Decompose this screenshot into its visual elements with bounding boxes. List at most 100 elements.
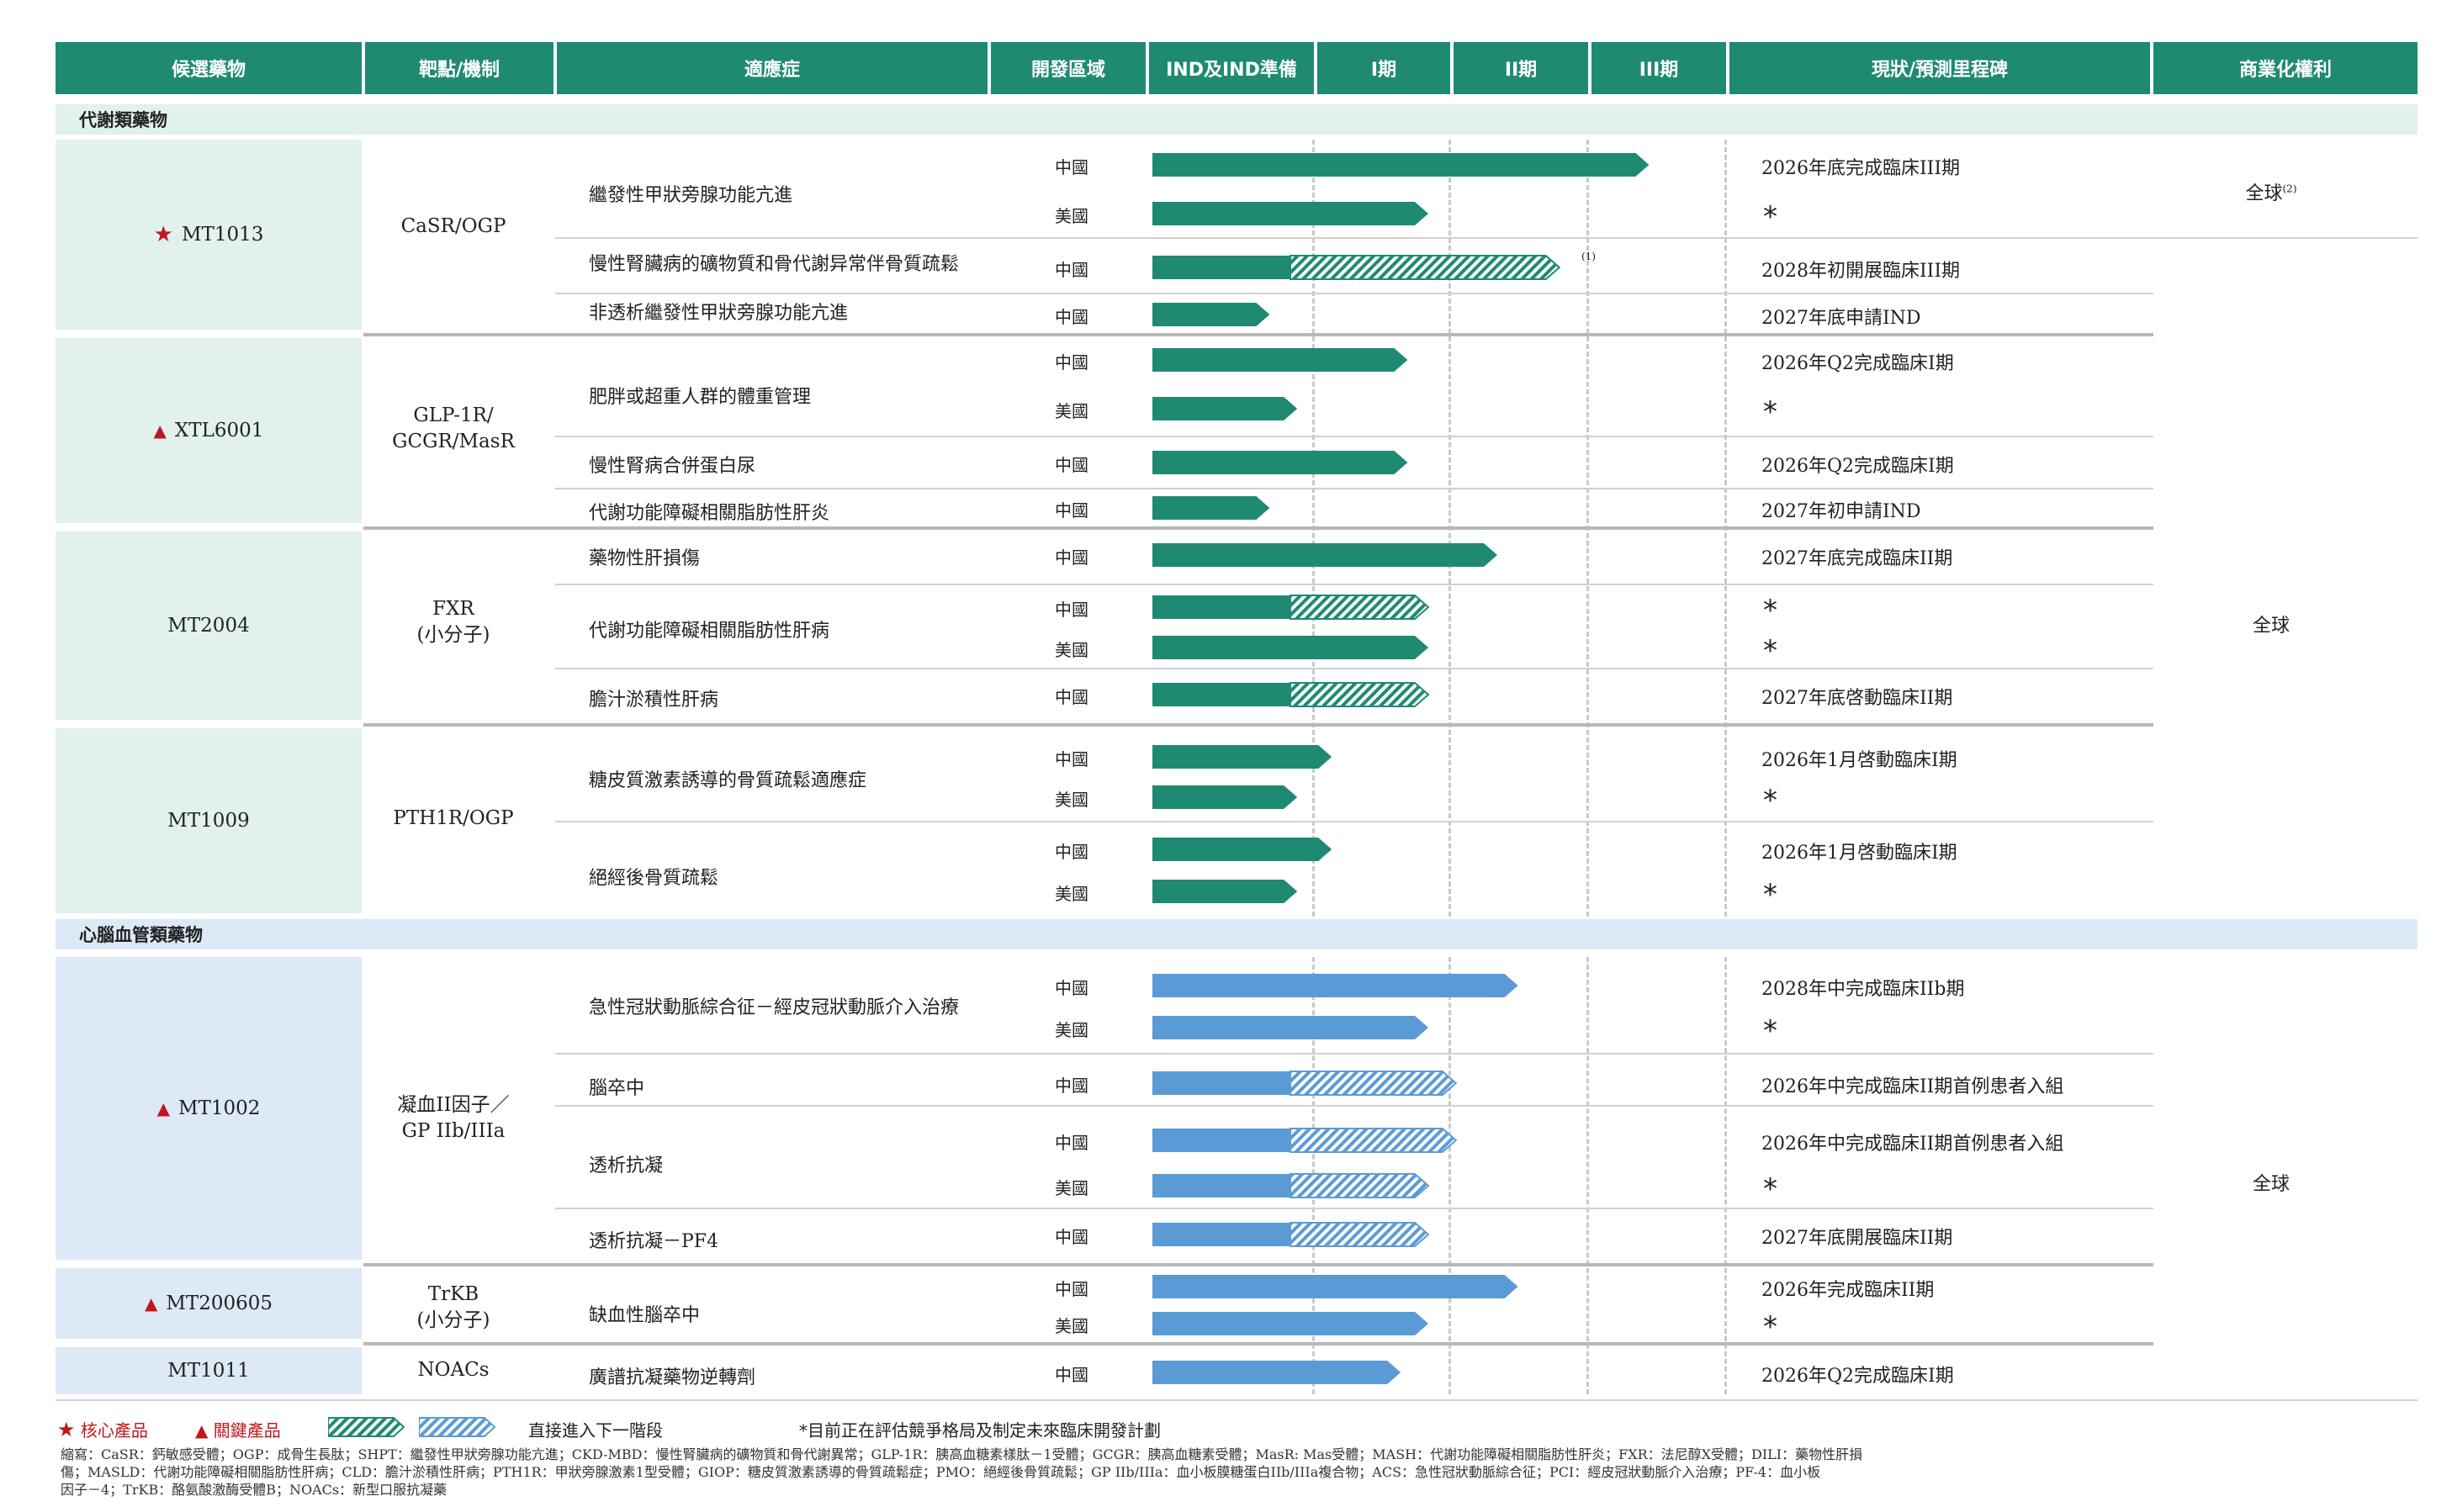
progress-bar [1152,496,1270,520]
header-phase3: III期 [1591,42,1726,94]
region-label: 中國 [1055,547,1088,568]
drug-xtl6001: ▲ XTL6001 [56,338,362,523]
progress-bar-solid [1152,451,1408,474]
abbreviation-line: 傷；MASLD：代謝功能障礙相關脂肪性肝病；CLD：膽汁淤積性肝病；PTH1R：… [61,1463,1821,1480]
indication: 慢性腎病合併蛋白尿 [589,456,756,477]
row-divider [555,237,2153,239]
indication: 腦卒中 [589,1078,645,1099]
progress-bar-solid [1152,745,1332,769]
progress-bar [1152,1312,1428,1335]
target-label: 凝血II因子／ [397,1093,510,1116]
milestone-star: * [1763,1310,1777,1344]
region-label: 中國 [1055,455,1088,475]
drug-mt2004: MT2004 [56,531,362,720]
region-label: 中國 [1055,1279,1088,1299]
drug-mt200605: ▲ MT200605 [56,1268,362,1339]
progress-bar-direct [1290,682,1430,707]
progress-bar-solid [1152,153,1650,177]
drug-name: MT1009 [167,810,250,832]
progress-bar [1152,682,1430,707]
row-divider [363,1263,2153,1266]
region-label: 美國 [1055,401,1088,421]
progress-bar [1152,348,1408,372]
legend-key: ▲ 關鍵產品 [195,1417,281,1441]
region-label: 中國 [1055,157,1088,177]
milestone-star: * [1763,1172,1777,1206]
target-label: TrKB [427,1282,479,1305]
target-mt1011: NOACs [363,1354,543,1388]
progress-bar-direct [1290,1071,1458,1096]
region-label: 美國 [1055,1020,1088,1040]
drug-name: MT2004 [167,615,250,637]
indication: 肥胖或超重人群的體重管理 [589,387,812,408]
section-metabolic: 代謝類藥物 [56,104,2418,135]
region-label: 中國 [1055,1365,1088,1385]
target-label: FXR [432,597,474,620]
key-triangle-icon: ▲ [195,1420,209,1441]
progress-bar [1152,595,1430,620]
indication: 缺血性腦卒中 [589,1305,701,1326]
header-indication: 適應症 [557,42,988,94]
row-divider [555,293,2153,294]
progress-bar-direct [1290,595,1430,620]
header-milestone: 現狀/預測里程碑 [1729,42,2150,94]
progress-bar-solid [1152,397,1298,420]
legend-core-label: 核心產品 [80,1420,148,1441]
row-divider [555,668,2153,669]
abbreviations: 縮寫：CaSR：鈣敏感受體；OGP：成骨生長肽；SHPT：繼發性甲狀旁腺功能亢進… [61,1446,1911,1499]
region-label: 中國 [1055,1133,1088,1153]
target-xtl6001: GLP-1R/ GCGR/MasR [363,395,543,463]
progress-bar [1152,745,1332,769]
progress-bar [1152,1275,1518,1298]
legend-core: ★ 核心產品 [57,1417,148,1441]
progress-bar-solid [1152,880,1298,903]
progress-bar-direct [1290,1173,1430,1198]
rights-footnote: (2) [2282,182,2297,195]
milestone-star: * [1763,634,1777,668]
target-mt200605: TrKB (小分子) [363,1278,543,1337]
key-triangle-icon: ▲ [153,420,167,441]
rights-label: 全球 [2245,183,2283,204]
table-bottom-rule [56,1399,2418,1401]
target-mt1013: CaSR/OGP [363,193,543,261]
legend-hatch-blue-icon [419,1417,496,1437]
row-divider [363,1342,2153,1345]
progress-bar [1152,1016,1428,1039]
row-divider [555,436,2153,437]
section-cardio: 心腦血管類藥物 [56,919,2418,949]
progress-bar [1152,202,1428,225]
progress-bar-solid [1152,595,1290,619]
indication: 絕經後骨質疏鬆 [589,868,719,889]
header-rights: 商業化權利 [2153,42,2418,94]
milestone-text: 2027年底完成臨床II期 [1761,548,1953,569]
rights-label: 全球 [2252,616,2290,637]
header-phase1: I期 [1317,42,1450,94]
progress-bar [1152,153,1650,177]
region-label: 中國 [1055,500,1088,521]
indication: 慢性腎臟病的礦物質和骨代謝异常伴骨質疏鬆 [589,254,960,275]
target-label: (小分子) [416,1309,490,1331]
milestone-text: 2027年底開展臨床II期 [1761,1228,1953,1249]
progress-bar [1152,636,1428,659]
progress-bar [1152,397,1298,420]
target-label: CaSR/OGP [400,215,506,238]
legend-direct: 直接進入下一階段 [528,1420,663,1441]
target-label: (小分子) [416,624,490,646]
phase-divider [1724,957,1727,1394]
indication: 急性冠狀動脈綜合征－經皮冠狀動脈介入治療 [589,997,960,1018]
header-target: 靶點/機制 [365,42,553,94]
progress-bar-solid [1152,683,1290,706]
row-divider [555,821,2153,822]
header-phase2: II期 [1454,42,1588,94]
rights-mt1013: 全球(2) [2212,178,2330,205]
legend-note: *目前正在評估競爭格局及制定未來臨床開發計劃 [799,1420,1161,1441]
target-label: PTH1R/OGP [393,807,514,830]
region-label: 中國 [1055,978,1088,998]
progress-bar-solid [1152,636,1428,659]
progress-bar [1152,543,1497,567]
milestone-text: 2027年底啓動臨床II期 [1761,688,1953,709]
progress-bar-solid [1152,202,1428,225]
region-label: 中國 [1055,352,1088,373]
progress-bar [1152,880,1298,903]
